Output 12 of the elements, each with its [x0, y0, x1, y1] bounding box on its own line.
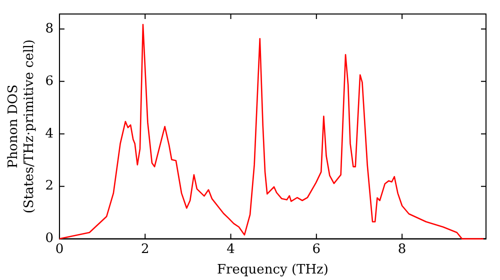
- y-tick-label: 6: [45, 74, 54, 89]
- x-tick-label: 2: [140, 242, 150, 257]
- y-tick-label: 8: [45, 21, 54, 36]
- x-axis-title: Frequency (THz): [217, 262, 328, 278]
- y-tick-label: 4: [45, 126, 54, 142]
- y-tick-label: 2: [45, 178, 54, 194]
- y-tick-label: 0: [45, 231, 54, 246]
- x-tick-label: 8: [398, 242, 406, 257]
- y-axis-title: Phonon DOS (States/THz·primitive cell): [6, 39, 37, 214]
- x-tick-label: 4: [226, 242, 235, 257]
- x-tick-label: 6: [312, 242, 321, 257]
- x-tick-label: 0: [55, 242, 64, 257]
